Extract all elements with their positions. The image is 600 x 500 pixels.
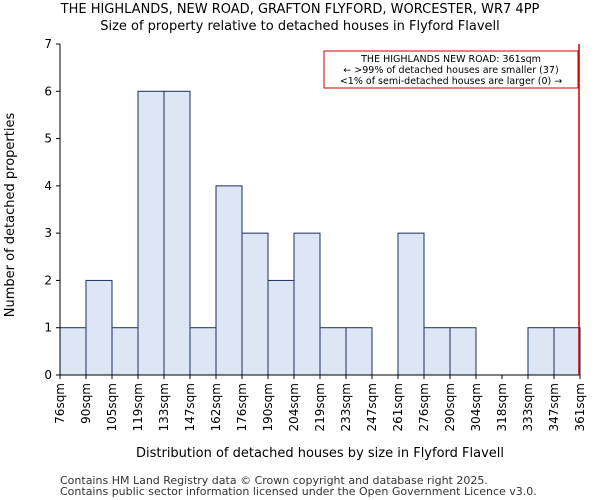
- x-tick-label: 333sqm: [521, 383, 535, 431]
- bar: [553, 327, 581, 376]
- x-tick-label: 76sqm: [53, 383, 67, 424]
- x-tick-label: 361sqm: [573, 383, 587, 431]
- bar: [449, 327, 477, 376]
- y-tick-label: 0: [44, 368, 52, 382]
- x-axis-label: Distribution of detached houses by size …: [136, 446, 504, 461]
- bar: [293, 232, 321, 376]
- bar: [319, 327, 347, 376]
- x-tick-label: 105sqm: [105, 383, 119, 431]
- bar-chart: 0 1 2 3 4 5 6 7 76sqm 90sqm 105sqm 119sqm 133sqm 147…: [3, 37, 587, 461]
- bar: [163, 90, 191, 376]
- annotation-line: THE HIGHLANDS NEW ROAD: 361sqm: [360, 54, 541, 65]
- chart-subtitle: Size of property relative to detached ho…: [100, 19, 500, 34]
- bar: [85, 279, 113, 376]
- x-tick-label: 190sqm: [261, 383, 275, 431]
- y-tick-label: 6: [44, 84, 52, 98]
- bar: [241, 232, 269, 376]
- footer-licence: Contains public sector information licen…: [60, 485, 537, 498]
- footer-copyright: Contains HM Land Registry data © Crown c…: [60, 474, 488, 487]
- x-tick-label: 290sqm: [443, 383, 457, 431]
- x-tick-label: 119sqm: [131, 383, 145, 431]
- x-tick-label: 147sqm: [183, 383, 197, 431]
- bar: [215, 185, 243, 376]
- x-tick-label: 90sqm: [79, 383, 93, 424]
- y-tick-label: 4: [44, 179, 52, 193]
- x-tick-label: 304sqm: [469, 383, 483, 431]
- annotation-box: [323, 50, 579, 89]
- x-tick-label: 133sqm: [157, 383, 171, 431]
- bar: [137, 90, 165, 376]
- bar: [527, 327, 555, 376]
- x-tick-label: 276sqm: [417, 383, 431, 431]
- annotation-line: ← >99% of detached houses are smaller (3…: [343, 65, 558, 76]
- bar: [189, 327, 217, 376]
- annotation-line: <1% of semi-detached houses are larger (…: [340, 76, 562, 87]
- bar: [59, 327, 87, 376]
- x-tick-label: 233sqm: [339, 383, 353, 431]
- x-tick-label: 204sqm: [287, 383, 301, 431]
- x-tick-label: 318sqm: [495, 383, 509, 431]
- x-tick-label: 247sqm: [365, 383, 379, 431]
- bar: [111, 327, 139, 376]
- y-axis-ticks: 0 1 2 3 4 5 6 7: [44, 37, 60, 382]
- y-tick-label: 3: [44, 226, 52, 240]
- y-tick-label: 2: [44, 273, 52, 287]
- bar: [397, 232, 425, 376]
- y-tick-label: 1: [44, 321, 52, 335]
- x-tick-label: 219sqm: [313, 383, 327, 431]
- y-tick-label: 7: [44, 37, 52, 51]
- y-axis-label: Number of detached properties: [3, 113, 18, 318]
- bars: [59, 90, 581, 376]
- bar: [345, 327, 373, 376]
- x-axis-ticks: 76sqm 90sqm 105sqm 119sqm 133sqm 147sqm 162sqm…: [53, 375, 587, 431]
- chart-title: THE HIGHLANDS, NEW ROAD, GRAFTON FLYFORD…: [60, 2, 540, 17]
- x-tick-label: 176sqm: [235, 383, 249, 431]
- x-tick-label: 261sqm: [391, 383, 405, 431]
- marker-layer: THE HIGHLANDS NEW ROAD: 361sqm← >99% of …: [323, 44, 580, 375]
- x-tick-label: 347sqm: [547, 383, 561, 431]
- bar: [423, 327, 451, 376]
- x-tick-label: 162sqm: [209, 383, 223, 431]
- y-tick-label: 5: [44, 132, 52, 146]
- bar: [267, 279, 295, 376]
